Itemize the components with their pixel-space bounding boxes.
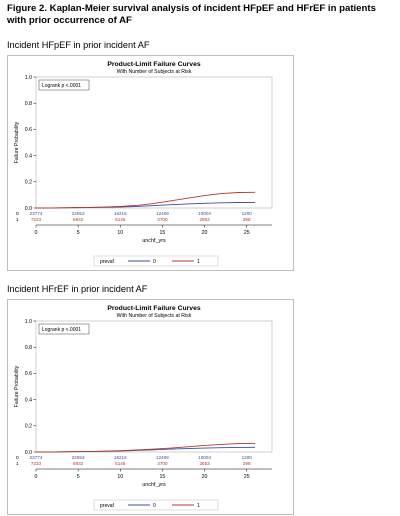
at-risk-value: 16216 [114, 455, 127, 460]
y-tick-label: 0.0 [25, 206, 32, 212]
y-tick-label: 0.4 [25, 153, 32, 159]
chart-hfref: Product-Limit Failure Curves With Number … [7, 299, 294, 515]
at-risk-value: 5146 [115, 461, 126, 466]
x-tick-label: 10 [117, 230, 123, 236]
x-tick-label: 0 [35, 230, 38, 236]
y-axis-label: Failure Probability [14, 365, 20, 407]
x-tick-label: 20 [202, 230, 208, 236]
x-tick-label: 10 [117, 474, 123, 480]
at-risk-value: 6932 [73, 217, 84, 222]
logrank-annotation: Logrank p <.0001 [42, 327, 81, 333]
at-risk-value: 2853 [199, 217, 210, 222]
at-risk-value: 10004 [198, 455, 211, 460]
at-risk-value: 10004 [198, 211, 211, 216]
legend-entry-0: 0 [153, 259, 156, 265]
at-risk-value: 1200 [242, 455, 253, 460]
at-risk-value: 398 [243, 217, 251, 222]
y-tick-label: 0.8 [25, 345, 32, 351]
at-risk-value: 3700 [157, 461, 168, 466]
at-risk-value: 7223 [31, 461, 42, 466]
y-tick-label: 0.2 [25, 180, 32, 186]
at-risk-group-label: 0 [16, 455, 19, 461]
x-tick-label: 25 [244, 230, 250, 236]
y-tick-label: 0.4 [25, 397, 32, 403]
figure-title: Figure 2. Kaplan-Meier survival analysis… [7, 3, 376, 26]
x-tick-label: 15 [160, 474, 166, 480]
x-tick-label: 5 [77, 230, 80, 236]
y-tick-label: 1.0 [25, 319, 32, 325]
legend-box [93, 499, 219, 511]
section-title-hfpef: Incident HFpEF in prior incident AF [7, 40, 150, 50]
chart-subtitle: With Number of Subjects at Risk [117, 69, 192, 75]
legend-entry-1: 1 [197, 503, 200, 509]
at-risk-value: 2853 [199, 461, 210, 466]
logrank-box [38, 323, 90, 335]
series-line-1 [35, 442, 256, 453]
y-axis-label: Failure Probability [14, 121, 20, 163]
y-tick-label: 0.8 [25, 101, 32, 107]
at-risk-value: 7223 [31, 217, 42, 222]
at-risk-value: 23774 [30, 455, 43, 460]
at-risk-value: 12408 [156, 455, 169, 460]
at-risk-value: 6932 [73, 461, 84, 466]
at-risk-value: 22553 [72, 455, 85, 460]
chart-subtitle: With Number of Subjects at Risk [117, 313, 192, 319]
chart-title: Product-Limit Failure Curves [107, 305, 201, 312]
x-tick-label: 25 [244, 474, 250, 480]
chart-title: Product-Limit Failure Curves [107, 61, 201, 68]
legend-title: prevaf [100, 503, 115, 509]
legend-box [93, 255, 219, 267]
x-tick-label: 20 [202, 474, 208, 480]
y-tick-label: 0.6 [25, 371, 32, 377]
chart-hfpef: Product-Limit Failure Curves With Number … [7, 55, 294, 271]
at-risk-group-label: 1 [16, 461, 19, 467]
at-risk-value: 3700 [157, 217, 168, 222]
logrank-box [38, 79, 90, 91]
at-risk-value: 398 [243, 461, 251, 466]
at-risk-value: 22553 [72, 211, 85, 216]
series-line-1 [35, 191, 256, 209]
at-risk-group-label: 1 [16, 217, 19, 223]
x-tick-label: 15 [160, 230, 166, 236]
x-tick-label: 5 [77, 474, 80, 480]
series-line-0 [35, 201, 256, 209]
x-axis-label: unchf_yrs [142, 482, 166, 488]
at-risk-value: 12408 [156, 211, 169, 216]
at-risk-value: 16216 [114, 211, 127, 216]
x-tick-label: 0 [35, 474, 38, 480]
legend-entry-0: 0 [153, 503, 156, 509]
plot-area [35, 320, 273, 453]
logrank-annotation: Logrank p <.0001 [42, 83, 81, 89]
legend-title: prevaf [100, 259, 115, 265]
y-tick-label: 0.6 [25, 127, 32, 133]
y-tick-label: 0.0 [25, 450, 32, 456]
plot-area [35, 76, 273, 209]
at-risk-group-label: 0 [16, 211, 19, 217]
x-axis-label: unchf_yrs [142, 238, 166, 244]
at-risk-value: 5146 [115, 217, 126, 222]
legend-entry-1: 1 [197, 259, 200, 265]
section-title-hfref: Incident HFrEF in prior incident AF [7, 284, 148, 294]
y-tick-label: 1.0 [25, 75, 32, 81]
at-risk-value: 23774 [30, 211, 43, 216]
at-risk-value: 1200 [242, 211, 253, 216]
y-tick-label: 0.2 [25, 424, 32, 430]
